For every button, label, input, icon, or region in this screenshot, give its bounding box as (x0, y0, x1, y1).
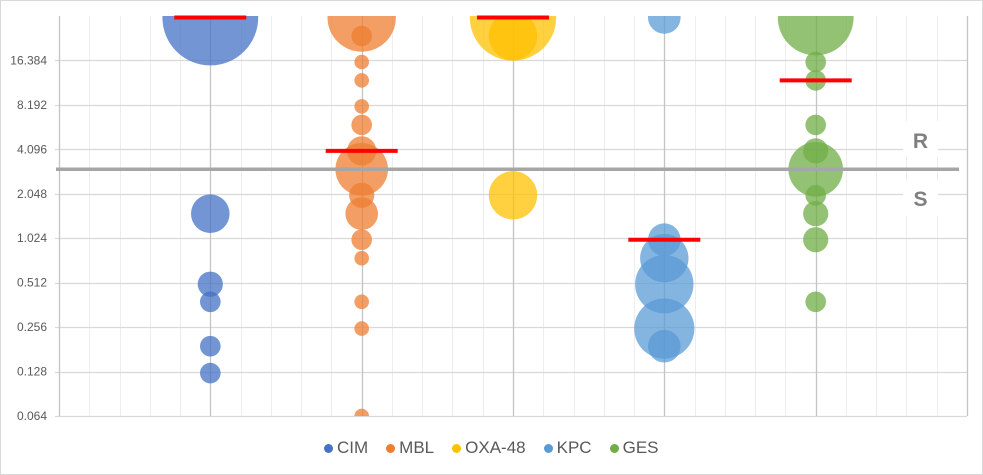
legend-marker-cim-icon (324, 443, 333, 453)
susceptible-label: S (913, 188, 927, 211)
red-markers (174, 15, 852, 242)
legend-item-oxa-48[interactable]: OXA-48 (452, 438, 526, 458)
legend-marker-mbl-icon (386, 443, 396, 453)
bubble-cim (191, 194, 230, 233)
bubble-oxa-48 (488, 16, 538, 61)
legend-label: CIM (337, 438, 369, 457)
legend: CIM MBL OXA-48 KPC GES (324, 438, 659, 458)
y-tick-label: 0.128 (17, 365, 47, 379)
bubble-ges (803, 201, 829, 227)
bubble-ges (805, 185, 826, 206)
legend-item-mbl[interactable]: MBL (386, 438, 434, 458)
bubble-oxa-48 (488, 171, 538, 220)
bubble-cim (200, 335, 221, 357)
bubble-mbl (354, 99, 370, 114)
y-tick-label: 2.048 (17, 187, 47, 201)
bubble-mbl (351, 229, 373, 250)
legend-marker-oxa-48-icon (452, 443, 462, 453)
bubble-kpc (635, 255, 694, 314)
legend-item-ges[interactable]: GES (609, 438, 659, 458)
legend-label: KPC (556, 438, 592, 457)
legend-marker-ges-icon (609, 443, 619, 453)
bubble-mbl (351, 25, 373, 47)
resistant-label: R (913, 130, 928, 153)
bubble-cim (197, 271, 223, 297)
bubble-ges (777, 16, 854, 56)
bubble-cim (162, 16, 259, 66)
bubble-ges (805, 51, 826, 73)
bubble-mbl (354, 54, 370, 70)
bubble-mbl (354, 250, 370, 266)
bubble-cim (200, 362, 221, 384)
y-tick-label: 0.256 (17, 320, 47, 334)
bubble-mbl (354, 73, 370, 88)
y-tick-label: 8.192 (17, 98, 47, 112)
y-tick-label: 0.512 (17, 276, 47, 290)
bubble-ges (803, 227, 829, 253)
bubble-mbl (354, 321, 370, 336)
susceptible-label-box: S (903, 181, 938, 216)
legend-label: OXA-48 (465, 438, 526, 457)
resistant-label-box: R (903, 121, 938, 157)
bubble-cim (200, 291, 221, 313)
bubble-mbl (351, 114, 373, 136)
bubble-mbl (354, 408, 369, 416)
legend-label: GES (622, 438, 659, 457)
y-tick-label: 16.384 (10, 53, 47, 67)
bubble-kpc (648, 329, 681, 363)
bubble-kpc (648, 16, 681, 34)
legend-marker-kpc-icon (543, 443, 553, 453)
y-tick-label: 4.096 (17, 142, 47, 156)
resistant-label-background (903, 121, 938, 157)
bubble-ges (805, 114, 826, 136)
bubbles (162, 16, 854, 416)
y-tick-label: 0.064 (17, 409, 47, 423)
y-tick-label: 1.024 (17, 231, 47, 245)
y-axis-tick-labels: 0.064 0.128 0.256 0.512 1.024 2.048 4.096 8.192… (10, 53, 47, 423)
bubble-mbl (354, 294, 370, 310)
bubble-ges (805, 291, 826, 313)
legend-item-kpc[interactable]: KPC (543, 438, 592, 458)
susceptible-label-background (903, 181, 938, 216)
legend-label: MBL (399, 438, 435, 457)
bubble-mbl (345, 197, 379, 230)
legend-item-cim[interactable]: CIM (324, 438, 368, 458)
